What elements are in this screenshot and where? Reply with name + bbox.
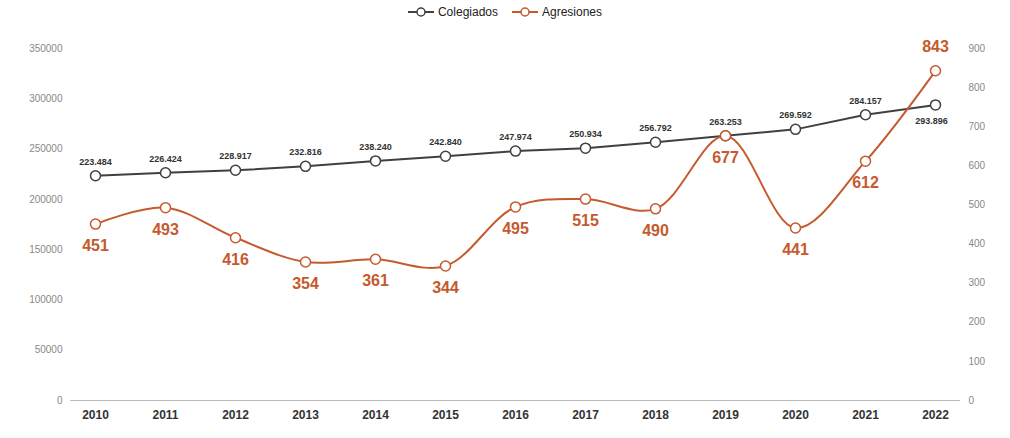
- svg-text:400: 400: [969, 238, 986, 249]
- svg-text:238.240: 238.240: [359, 142, 392, 152]
- svg-text:50000: 50000: [35, 344, 63, 355]
- svg-text:493: 493: [152, 221, 179, 238]
- svg-text:223.484: 223.484: [79, 157, 112, 167]
- svg-text:100000: 100000: [29, 294, 63, 305]
- svg-text:800: 800: [969, 82, 986, 93]
- svg-text:416: 416: [222, 251, 249, 268]
- svg-text:354: 354: [292, 275, 319, 292]
- svg-text:293.896: 293.896: [915, 116, 948, 126]
- svg-text:350000: 350000: [29, 43, 63, 54]
- svg-text:2020: 2020: [782, 408, 809, 422]
- svg-text:0: 0: [969, 395, 975, 406]
- svg-text:344: 344: [432, 279, 459, 296]
- svg-text:300: 300: [969, 277, 986, 288]
- svg-text:677: 677: [712, 149, 739, 166]
- svg-text:2013: 2013: [292, 408, 319, 422]
- svg-text:2011: 2011: [152, 408, 178, 422]
- svg-text:2021: 2021: [852, 408, 879, 422]
- svg-text:2016: 2016: [502, 408, 529, 422]
- svg-text:441: 441: [782, 241, 809, 258]
- svg-text:500: 500: [969, 199, 986, 210]
- svg-text:200000: 200000: [29, 194, 63, 205]
- svg-text:2017: 2017: [572, 408, 599, 422]
- svg-text:495: 495: [502, 220, 529, 237]
- svg-text:250000: 250000: [29, 143, 63, 154]
- svg-text:242.840: 242.840: [429, 137, 462, 147]
- svg-text:612: 612: [852, 174, 879, 191]
- svg-text:300000: 300000: [29, 93, 63, 104]
- svg-text:490: 490: [642, 222, 669, 239]
- svg-text:256.792: 256.792: [639, 123, 672, 133]
- svg-text:700: 700: [969, 121, 986, 132]
- svg-text:2010: 2010: [82, 408, 109, 422]
- svg-text:250.934: 250.934: [569, 129, 602, 139]
- svg-text:269.592: 269.592: [779, 110, 812, 120]
- svg-text:2019: 2019: [712, 408, 739, 422]
- svg-text:247.974: 247.974: [499, 132, 532, 142]
- svg-text:200: 200: [969, 316, 986, 327]
- svg-text:515: 515: [572, 212, 599, 229]
- svg-text:451: 451: [82, 237, 109, 254]
- svg-text:2022: 2022: [922, 408, 949, 422]
- svg-text:100: 100: [969, 356, 986, 367]
- svg-text:900: 900: [969, 43, 986, 54]
- html-text:Colegiados: Colegiados: [438, 5, 498, 19]
- svg-text:284.157: 284.157: [849, 96, 882, 106]
- svg-text:2012: 2012: [222, 408, 249, 422]
- svg-text:2018: 2018: [642, 408, 669, 422]
- svg-text:2014: 2014: [362, 408, 389, 422]
- svg-text:600: 600: [969, 160, 986, 171]
- svg-text:228.917: 228.917: [219, 151, 252, 161]
- svg-text:263.253: 263.253: [709, 117, 742, 127]
- svg-text:0: 0: [57, 395, 63, 406]
- svg-text:361: 361: [362, 272, 389, 289]
- html-text:Agresiones: Agresiones: [542, 5, 602, 19]
- svg-text:2015: 2015: [432, 408, 459, 422]
- svg-text:150000: 150000: [29, 244, 63, 255]
- svg-text:226.424: 226.424: [149, 154, 182, 164]
- svg-text:232.816: 232.816: [289, 147, 322, 157]
- svg-text:843: 843: [922, 38, 949, 55]
